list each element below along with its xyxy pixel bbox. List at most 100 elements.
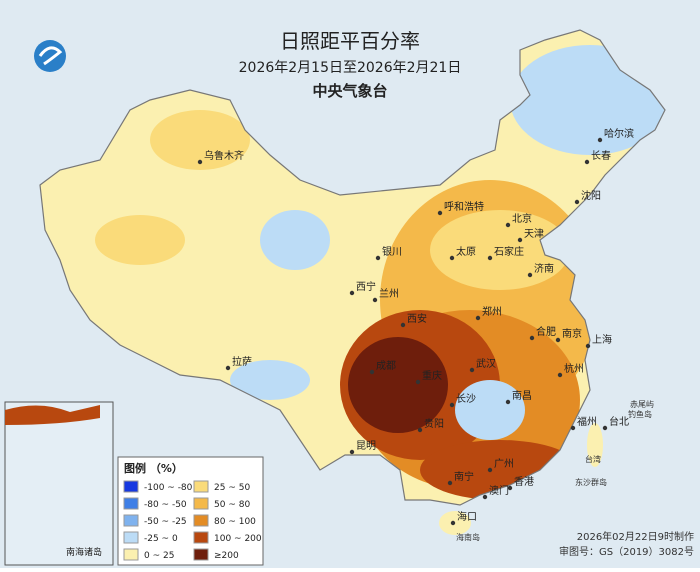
city-label: 兰州 — [379, 287, 399, 300]
city-dot — [450, 520, 456, 526]
city-dot — [487, 467, 493, 473]
legend-label: -80 ~ -50 — [144, 500, 187, 510]
city-label: 天津 — [524, 228, 544, 240]
city-dot — [475, 315, 481, 321]
inset-coast — [5, 405, 100, 425]
city-dot — [517, 237, 523, 243]
city-dot — [505, 222, 511, 228]
city-dot — [584, 159, 590, 165]
logo — [34, 40, 66, 72]
city-dot — [469, 367, 475, 373]
city-label: 拉萨 — [232, 355, 252, 368]
city-label: 西安 — [407, 312, 427, 325]
subtitle: 2026年2月15日至2026年2月21日 — [239, 60, 462, 76]
city-dot — [529, 335, 535, 341]
city-dot — [417, 427, 423, 433]
place-label: 海南岛 — [456, 532, 480, 542]
legend-swatch — [123, 531, 139, 544]
city-dot — [505, 399, 511, 405]
legend-swatch — [123, 497, 139, 510]
city-dot — [437, 210, 443, 216]
footer-approval: 审图号：GS（2019）3082号 — [559, 545, 694, 558]
legend-title: 图例 （%） — [124, 461, 183, 475]
title: 日照距平百分率 — [280, 29, 420, 53]
city-label: 济南 — [534, 262, 554, 275]
city-label: 南昌 — [512, 389, 532, 402]
place-label: 台湾 — [585, 454, 601, 464]
city-label: 台北 — [609, 415, 629, 428]
legend-label: 0 ~ 25 — [144, 551, 174, 561]
city-dot — [369, 369, 375, 375]
legend-label: 25 ~ 50 — [214, 483, 250, 493]
city-label: 重庆 — [422, 369, 442, 382]
legend-swatch — [123, 548, 139, 561]
city-dot — [557, 372, 563, 378]
city-dot — [449, 402, 455, 408]
city-label: 乌鲁木齐 — [204, 149, 244, 162]
place-label: 钓鱼岛 — [628, 409, 652, 419]
city-dot — [507, 485, 513, 491]
city-dot — [349, 290, 355, 296]
city-dot — [585, 343, 591, 349]
city-dot — [349, 449, 355, 455]
legend-label: -100 ~ -80 — [144, 483, 193, 493]
patch — [455, 380, 525, 440]
city-dot — [415, 379, 421, 385]
city-dot — [527, 272, 533, 278]
city-label: 贵阳 — [424, 417, 444, 430]
city-label: 呼和浩特 — [444, 201, 484, 213]
city-label: 昆明 — [356, 440, 376, 452]
patch — [230, 360, 310, 400]
city-label: 武汉 — [476, 357, 496, 370]
patch — [95, 215, 185, 265]
city-dot — [372, 297, 378, 303]
patch — [430, 210, 570, 290]
city-label: 成都 — [376, 360, 396, 372]
city-label: 海口 — [457, 510, 477, 523]
organization: 中央气象台 — [312, 82, 387, 100]
legend-swatch — [123, 514, 139, 527]
place-label: 赤尾屿 — [630, 400, 654, 409]
footer-made: 2026年02月22日9时制作 — [577, 530, 694, 543]
legend-label: 80 ~ 100 — [214, 517, 256, 527]
city-dot — [447, 480, 453, 486]
city-label: 福州 — [577, 415, 597, 428]
city-label: 郑州 — [482, 305, 502, 318]
city-label: 太原 — [456, 245, 476, 258]
city-dot — [574, 199, 580, 205]
city-label: 南京 — [562, 327, 582, 340]
city-label: 沈阳 — [581, 189, 601, 202]
legend-swatch — [193, 497, 209, 510]
city-label: 北京 — [512, 212, 532, 225]
city-dot — [597, 137, 603, 143]
city-label: 哈尔滨 — [604, 127, 634, 140]
city-dot — [482, 494, 488, 500]
city-label: 银川 — [382, 245, 402, 258]
legend-box — [117, 456, 264, 566]
city-label: 广州 — [494, 458, 514, 470]
city-label: 杭州 — [564, 362, 584, 375]
legend-label: -25 ~ 0 — [144, 534, 178, 544]
city-label: 南宁 — [454, 470, 474, 483]
city-dot — [449, 255, 455, 261]
legend-swatch — [193, 480, 209, 493]
city-dot — [570, 425, 576, 431]
city-label: 长沙 — [456, 393, 476, 405]
legend-label: 50 ~ 80 — [214, 500, 250, 510]
legend-swatch — [193, 548, 209, 561]
inset-label: 南海诸岛 — [66, 546, 102, 558]
city-label: 香港 — [514, 476, 534, 488]
legend-swatch — [193, 531, 209, 544]
patch — [150, 110, 250, 170]
city-label: 长春 — [591, 150, 611, 162]
city-dot — [197, 159, 203, 165]
city-dot — [375, 255, 381, 261]
legend-label: 100 ~ 200 — [214, 534, 262, 544]
patch — [348, 337, 448, 433]
city-label: 上海 — [592, 333, 612, 346]
legend-swatch — [123, 480, 139, 493]
inset-box — [4, 401, 114, 566]
place-label: 东沙群岛 — [575, 477, 607, 487]
legend-swatch — [193, 514, 209, 527]
